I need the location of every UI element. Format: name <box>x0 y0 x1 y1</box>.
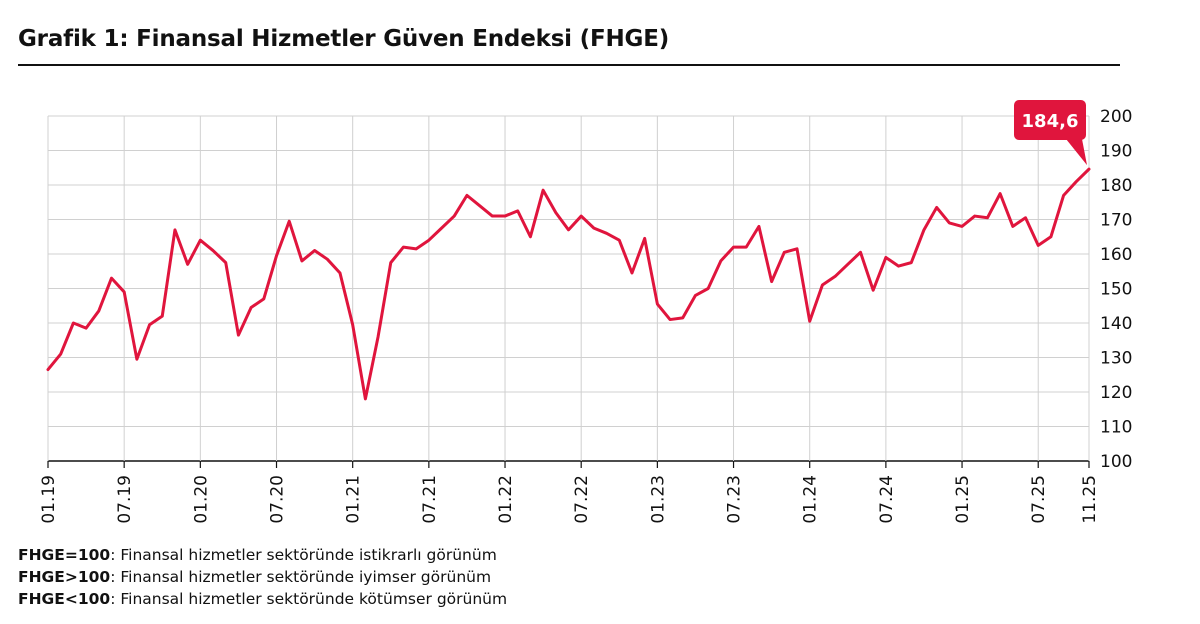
note-key: FHGE>100 <box>18 568 111 586</box>
series-line <box>46 167 1091 401</box>
x-tick-label: 01.24 <box>801 475 821 524</box>
callout-pointer <box>1066 139 1087 166</box>
legend-notes: FHGE=100: Finansal hizmetler sektöründe … <box>18 544 507 610</box>
y-tick-label: 160 <box>1100 245 1132 265</box>
y-tick-label: 130 <box>1100 349 1132 369</box>
y-tick-label: 190 <box>1100 142 1132 162</box>
callout-box <box>1014 100 1086 140</box>
x-tick-label: 01.21 <box>344 475 364 524</box>
x-tick-label: 01.20 <box>191 475 211 524</box>
y-tick-label: 200 <box>1100 107 1132 127</box>
title-rule <box>18 64 1120 66</box>
y-tick-label: 110 <box>1100 418 1132 438</box>
note-key: FHGE<100 <box>18 590 111 608</box>
note-text: : Finansal hizmetler sektöründe kötümser… <box>110 590 508 608</box>
grid-lines <box>47 115 1090 468</box>
y-tick-label: 120 <box>1100 383 1132 403</box>
note-row: FHGE>100: Finansal hizmetler sektöründe … <box>18 566 507 588</box>
chart-title: Grafik 1: Finansal Hizmetler Güven Endek… <box>18 26 670 52</box>
x-tick-label: 01.23 <box>648 475 668 524</box>
x-tick-label: 01.25 <box>953 475 973 524</box>
note-row: FHGE=100: Finansal hizmetler sektöründe … <box>18 544 507 566</box>
note-text: : Finansal hizmetler sektöründe iyimser … <box>110 568 492 586</box>
note-key: FHGE=100 <box>18 546 111 564</box>
x-tick-label: 07.22 <box>572 475 592 524</box>
y-tick-label: 140 <box>1100 314 1132 334</box>
x-tick-label: 01.19 <box>39 475 59 524</box>
y-tick-label: 100 <box>1100 452 1132 472</box>
x-tick-label: 07.24 <box>877 475 897 524</box>
x-tick-label: 07.19 <box>115 475 135 524</box>
x-tick-label: 07.20 <box>268 475 288 524</box>
x-tick-label: 07.23 <box>725 475 745 524</box>
x-axis-ticks: 01.19 07.19 01.20 07.20 01.21 07.21 01.22 07.22… <box>39 475 1100 524</box>
last-value-callout: 184,6 <box>1014 100 1087 166</box>
x-tick-label: 07.25 <box>1029 475 1049 524</box>
y-axis-ticks: 100 110 120 130 140 150 160 170 180 190 200 <box>1100 107 1132 472</box>
series-group <box>46 167 1091 401</box>
x-tick-label: 11.25 <box>1080 475 1100 524</box>
y-tick-label: 170 <box>1100 211 1132 231</box>
x-tick-label: 07.21 <box>420 475 440 524</box>
y-tick-label: 180 <box>1100 176 1132 196</box>
x-tick-label: 01.22 <box>496 475 516 524</box>
note-text: : Finansal hizmetler sektöründe istikrar… <box>110 546 497 564</box>
y-tick-label: 150 <box>1100 280 1132 300</box>
callout-value: 184,6 <box>1022 111 1079 132</box>
note-row: FHGE<100: Finansal hizmetler sektöründe … <box>18 588 507 610</box>
